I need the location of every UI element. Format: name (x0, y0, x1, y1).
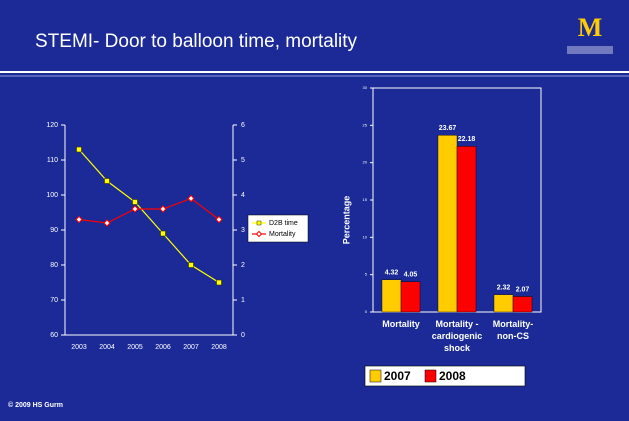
y2-tick-label: 2 (241, 262, 245, 269)
y2-tick-label: 6 (241, 122, 245, 129)
y-tick-label: 30 (363, 85, 368, 90)
bar (400, 281, 421, 313)
y-tick-label: 80 (50, 262, 58, 269)
y-tick-label: 0 (365, 309, 368, 314)
y2-tick-label: 1 (241, 297, 245, 304)
legend-label: 2008 (439, 369, 466, 383)
y2-tick-label: 0 (241, 332, 245, 339)
bar-value-label: 2.07 (516, 286, 530, 293)
bar (512, 296, 533, 313)
bar-value-label: 4.32 (385, 270, 399, 277)
y-tick-label: 15 (363, 197, 368, 202)
x-tick-label: 2005 (127, 344, 143, 351)
y-axis-label: Percentage (341, 196, 351, 245)
x-tick-label: Mortality - cardiogenic shock (431, 319, 483, 353)
x-tick-label: 2007 (183, 344, 199, 351)
bar-value-label: 22.18 (458, 136, 476, 143)
point-marker (75, 215, 83, 224)
bar (437, 135, 458, 313)
y-tick-label: 5 (365, 272, 368, 277)
x-tick-label: 2006 (155, 344, 171, 351)
x-tick-label: Mortality (382, 319, 420, 329)
point-marker (187, 194, 195, 203)
x-tick-label: Mortality- non-CS (492, 319, 534, 341)
bar-value-label: 2.32 (497, 285, 511, 292)
x-tick-label: 2003 (71, 344, 87, 351)
legend-label: 2007 (384, 369, 411, 383)
logo-text (567, 46, 613, 54)
footer: © 2009 HS Gurm (8, 401, 63, 409)
y-tick-label: 25 (363, 122, 368, 127)
x-tick-label: 2004 (99, 344, 115, 351)
slide-title: STEMI- Door to balloon time, mortality (35, 31, 358, 52)
bar (456, 146, 477, 313)
bar (493, 294, 514, 313)
bar-value-label: 4.05 (404, 272, 418, 279)
y-tick-label: 120 (46, 122, 58, 129)
point-marker (188, 262, 194, 268)
y-tick-label: 60 (50, 332, 58, 339)
y2-tick-label: 4 (241, 192, 245, 199)
series-line (78, 197, 220, 224)
y-tick-label: 20 (363, 160, 368, 165)
point-marker (159, 205, 167, 213)
bar (381, 279, 402, 313)
y2-tick-label: 5 (241, 157, 245, 164)
y-tick-label: 90 (50, 227, 58, 234)
logo: M (578, 13, 603, 42)
point-marker (104, 178, 110, 184)
legend-marker (255, 230, 263, 238)
title-bar (0, 0, 629, 72)
bar-value-label: 23.67 (439, 125, 457, 132)
point-marker (216, 279, 222, 286)
y-tick-label: 110 (47, 157, 58, 164)
point-marker (103, 219, 111, 227)
point-marker (132, 199, 138, 205)
legend-swatch (369, 369, 382, 383)
y-tick-label: 70 (50, 297, 58, 304)
y-tick-label: 10 (363, 234, 368, 239)
point-marker (131, 205, 139, 213)
point-marker (215, 215, 223, 224)
legend-label: D2B time (269, 220, 298, 227)
legend-swatch (424, 369, 437, 383)
legend-marker (256, 220, 262, 226)
y-tick-label: 100 (46, 192, 58, 199)
y2-tick-label: 3 (241, 227, 245, 234)
legend-label: Mortality (269, 231, 296, 238)
point-marker (76, 146, 82, 153)
legend-box (364, 365, 526, 387)
point-marker (160, 230, 166, 237)
series-line (78, 149, 220, 284)
x-tick-label: 2008 (211, 344, 227, 351)
legend-box (247, 214, 309, 243)
